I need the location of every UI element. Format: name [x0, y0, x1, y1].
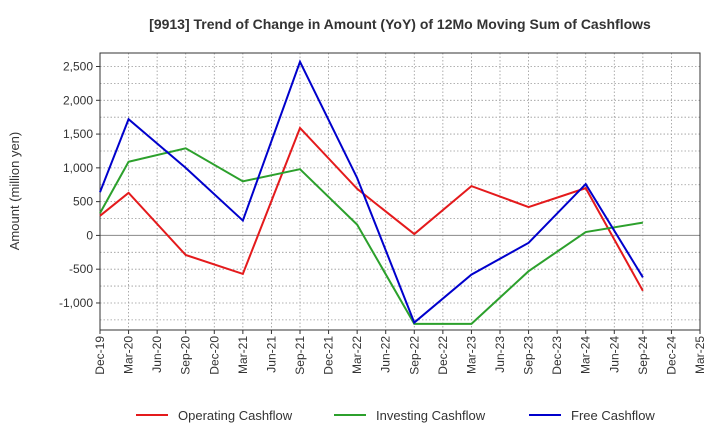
x-tick-label: Dec-20: [207, 336, 221, 375]
x-tick-label: Sep-23: [522, 336, 536, 375]
legend-label-investing-cashflow: Investing Cashflow: [376, 408, 486, 423]
chart-title: [9913] Trend of Change in Amount (YoY) o…: [149, 16, 651, 32]
x-tick-label: Mar-21: [236, 336, 250, 374]
y-tick-label: 1,000: [63, 161, 93, 175]
y-tick-labels: -1,000 -500 0 500 1,000 1,500 2,000 2,500: [59, 60, 100, 310]
x-tick-label: Mar-22: [350, 336, 364, 374]
x-tick-label: Sep-22: [407, 336, 421, 375]
y-axis-label: Amount (million yen): [7, 132, 22, 251]
y-tick-label: -500: [69, 262, 93, 276]
series-lines: [99, 59, 644, 325]
y-tick-label: -1,000: [59, 296, 93, 310]
x-tick-label: Mar-23: [464, 336, 478, 374]
x-tick-label: Dec-23: [550, 336, 564, 375]
x-tick-labels: Dec-19 Mar-20 Jun-20 Sep-20 Dec-20 Mar-21 Jun-…: [93, 330, 707, 375]
x-tick-label: Mar-20: [122, 336, 136, 374]
y-tick-label: 500: [73, 195, 93, 209]
x-tick-label: Jun-20: [150, 336, 164, 373]
y-tick-label: 2,000: [63, 93, 93, 107]
legend: Operating Cashflow Investing Cashflow Free…: [136, 408, 655, 423]
legend-label-free-cashflow: Free Cashflow: [571, 408, 655, 423]
x-tick-label: Dec-19: [93, 336, 107, 375]
series-line-operating-cashflow: [99, 126, 644, 292]
y-tick-label: 2,500: [63, 60, 93, 74]
grid-lines: [99, 53, 701, 330]
x-tick-label: Dec-22: [436, 336, 450, 375]
x-tick-label: Jun-24: [607, 336, 621, 373]
y-tick-label: 1,500: [63, 127, 93, 141]
y-tick-label: 0: [86, 228, 93, 242]
legend-label-operating-cashflow: Operating Cashflow: [178, 408, 293, 423]
x-tick-label: Dec-21: [322, 336, 336, 375]
x-tick-label: Sep-21: [293, 336, 307, 375]
series-line-investing-cashflow: [99, 147, 644, 325]
x-tick-label: Sep-20: [179, 336, 193, 375]
series-line-free-cashflow: [99, 59, 644, 325]
x-tick-label: Jun-23: [493, 336, 507, 373]
x-tick-label: Sep-24: [636, 336, 650, 375]
x-tick-label: Mar-24: [579, 336, 593, 374]
x-tick-label: Dec-24: [664, 336, 678, 375]
x-tick-label: Mar-25: [693, 336, 707, 374]
x-tick-label: Jun-22: [379, 336, 393, 373]
x-tick-label: Jun-21: [264, 336, 278, 373]
